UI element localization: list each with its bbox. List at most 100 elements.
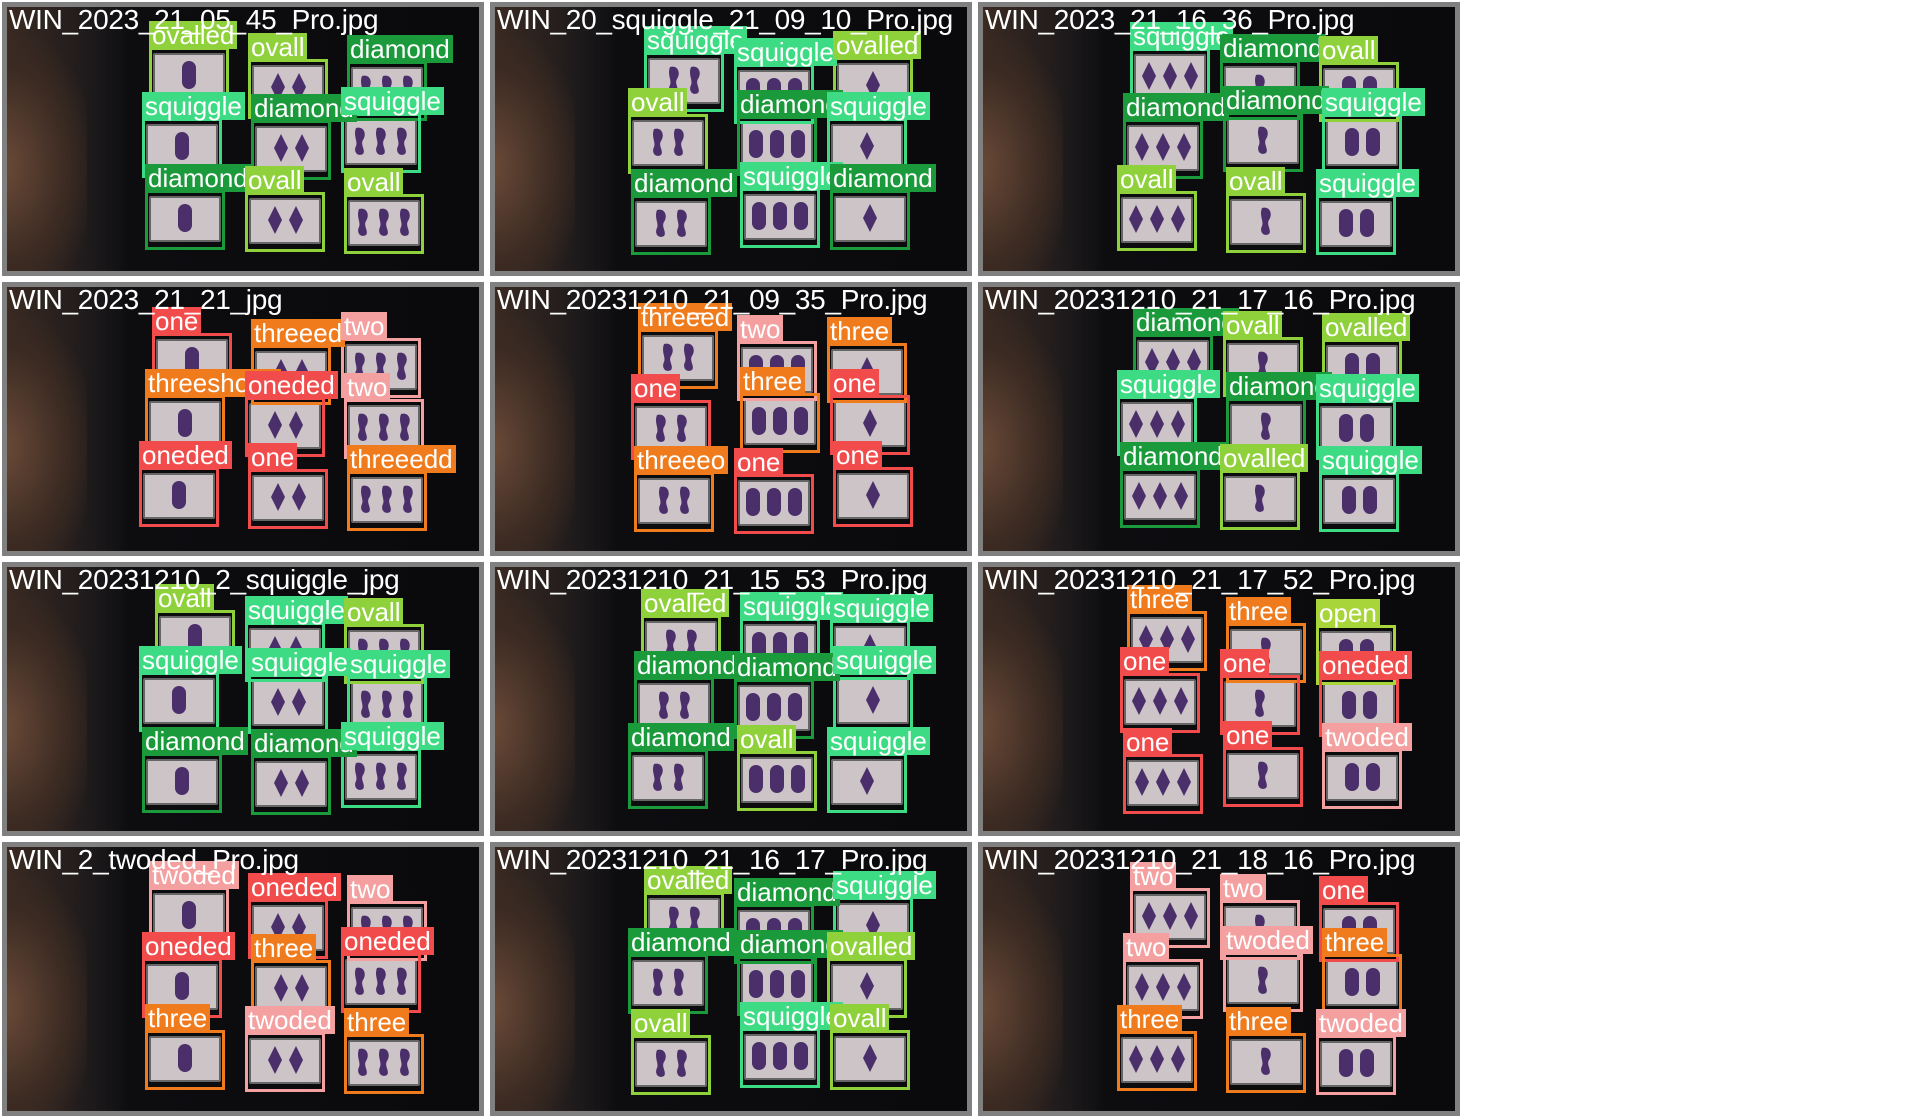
detection-label: squiggle — [740, 592, 843, 620]
squiggle-shape-icon — [358, 413, 368, 441]
detection-tile: WIN_2023_21_05_45_Pro.jpg ovalled ovall dia… — [2, 2, 484, 276]
oval-shape-icon — [749, 970, 763, 998]
set-card — [255, 126, 327, 172]
detection-tile: WIN_2023_21_21_jpg one threeed two threeshon… — [2, 282, 484, 556]
diamond-shape-icon — [1177, 973, 1191, 1001]
set-card — [1326, 755, 1398, 801]
detection-label: squiggle — [830, 594, 933, 622]
detection-tile: WIN_2_twoded_Pro.jpg twoded oneded two onede… — [2, 842, 484, 1116]
diamond-shape-icon — [1163, 62, 1177, 90]
squiggle-shape-icon — [658, 691, 669, 719]
detection-tile: WIN_20231210_2_squiggle_jpg ovall squiggle… — [2, 562, 484, 836]
detection-label: squiggle — [1117, 370, 1220, 398]
diamond-shape-icon — [288, 206, 303, 234]
squiggle-shape-icon — [683, 343, 694, 371]
diamond-shape-icon — [267, 411, 282, 439]
set-card — [1121, 1037, 1193, 1083]
squiggle-shape-icon — [355, 762, 365, 790]
oval-shape-icon — [172, 481, 186, 509]
set-card — [831, 964, 903, 1010]
squiggle-shape-icon — [655, 1049, 666, 1077]
diamond-shape-icon — [1184, 62, 1198, 90]
detection-label: diamond — [1133, 308, 1239, 336]
diamond-shape-icon — [1150, 1045, 1164, 1073]
set-card — [255, 761, 327, 807]
detection-label: open — [1316, 599, 1380, 627]
set-card — [351, 682, 423, 728]
oval-shape-icon — [178, 1044, 192, 1072]
squiggle-shape-icon — [355, 967, 365, 995]
diamond-shape-icon — [863, 1044, 877, 1072]
detection-label: two — [347, 875, 394, 903]
detection-label: squiggle — [740, 162, 843, 190]
squiggle-shape-icon — [668, 66, 679, 94]
oval-shape-icon — [1341, 691, 1356, 719]
detection-label: three — [827, 317, 893, 345]
diamond-shape-icon — [1184, 902, 1198, 930]
detection-label: ovalled — [827, 932, 916, 960]
oval-shape-icon — [749, 130, 763, 158]
set-card — [1127, 965, 1199, 1011]
set-card — [345, 959, 417, 1005]
detection-label: twoded — [1223, 926, 1313, 954]
detection-label: ovall — [1223, 311, 1283, 339]
set-card — [1134, 894, 1206, 940]
squiggle-shape-icon — [379, 208, 389, 236]
detection-label: three — [740, 367, 806, 395]
camera-image: WIN_20231210_21_17_52_Pro.jpg three three o… — [983, 567, 1455, 831]
squiggle-shape-icon — [662, 343, 673, 371]
squiggle-shape-icon — [379, 1048, 389, 1076]
detection-label: squiggle — [833, 871, 936, 899]
set-card — [149, 196, 221, 242]
detection-label: three — [344, 1008, 410, 1036]
oval-shape-icon — [791, 970, 805, 998]
squiggle-shape-icon — [355, 127, 365, 155]
detection-label: ovalled — [149, 21, 238, 49]
detection-label: one — [830, 369, 880, 397]
diamond-shape-icon — [1156, 973, 1170, 1001]
detection-label: threeedd — [347, 445, 456, 473]
set-card — [146, 124, 218, 170]
camera-image: WIN_20231210_21_16_17_Pro.jpg ovalled diam… — [495, 847, 967, 1111]
detection-label: three — [1322, 928, 1388, 956]
squiggle-shape-icon — [673, 128, 684, 156]
detection-label: one — [631, 374, 681, 402]
set-card — [249, 198, 321, 244]
diamond-shape-icon — [1177, 133, 1191, 161]
squiggle-shape-icon — [655, 414, 666, 442]
detection-label: ovalled — [1322, 313, 1411, 341]
detection-label: diamond — [142, 727, 248, 755]
diamond-shape-icon — [1187, 348, 1201, 376]
detection-label: threeed — [638, 303, 733, 331]
detection-label: three — [145, 1004, 211, 1032]
camera-image: WIN_20_squiggle_21_09_10_Pro.jpg squiggle… — [495, 7, 967, 271]
squiggle-shape-icon — [1258, 966, 1268, 994]
detection-label: one — [1220, 649, 1270, 677]
set-card — [149, 1036, 221, 1082]
detection-label: three — [1226, 1007, 1292, 1035]
detection-label: oneded — [341, 927, 434, 955]
squiggle-shape-icon — [397, 127, 407, 155]
detection-label: threeed — [251, 319, 346, 347]
detection-results-grid: WIN_2023_21_05_45_Pro.jpg ovalled ovall dia… — [2, 2, 1460, 1116]
detection-tile: WIN_2023_21_16_36_Pro.jpg squiggle diamond… — [978, 2, 1460, 276]
detection-label: squiggle — [644, 26, 747, 54]
oval-shape-icon — [773, 1042, 787, 1070]
squiggle-shape-icon — [655, 209, 666, 237]
oval-shape-icon — [746, 488, 760, 516]
squiggle-shape-icon — [652, 968, 663, 996]
detection-tile: WIN_20231210_21_17_52_Pro.jpg three three o… — [978, 562, 1460, 836]
oval-shape-icon — [794, 407, 808, 435]
detection-label: diamond — [1223, 86, 1329, 114]
diamond-shape-icon — [1150, 410, 1164, 438]
detection-label: three — [1226, 597, 1292, 625]
detection-label: oneded — [248, 873, 341, 901]
squiggle-shape-icon — [1261, 1047, 1271, 1075]
diamond-shape-icon — [291, 688, 306, 716]
set-card — [143, 473, 215, 519]
set-card — [1224, 476, 1296, 522]
set-card — [1124, 679, 1196, 725]
diamond-shape-icon — [1174, 482, 1188, 510]
squiggle-shape-icon — [1258, 761, 1268, 789]
detection-label: squiggle — [245, 596, 348, 624]
